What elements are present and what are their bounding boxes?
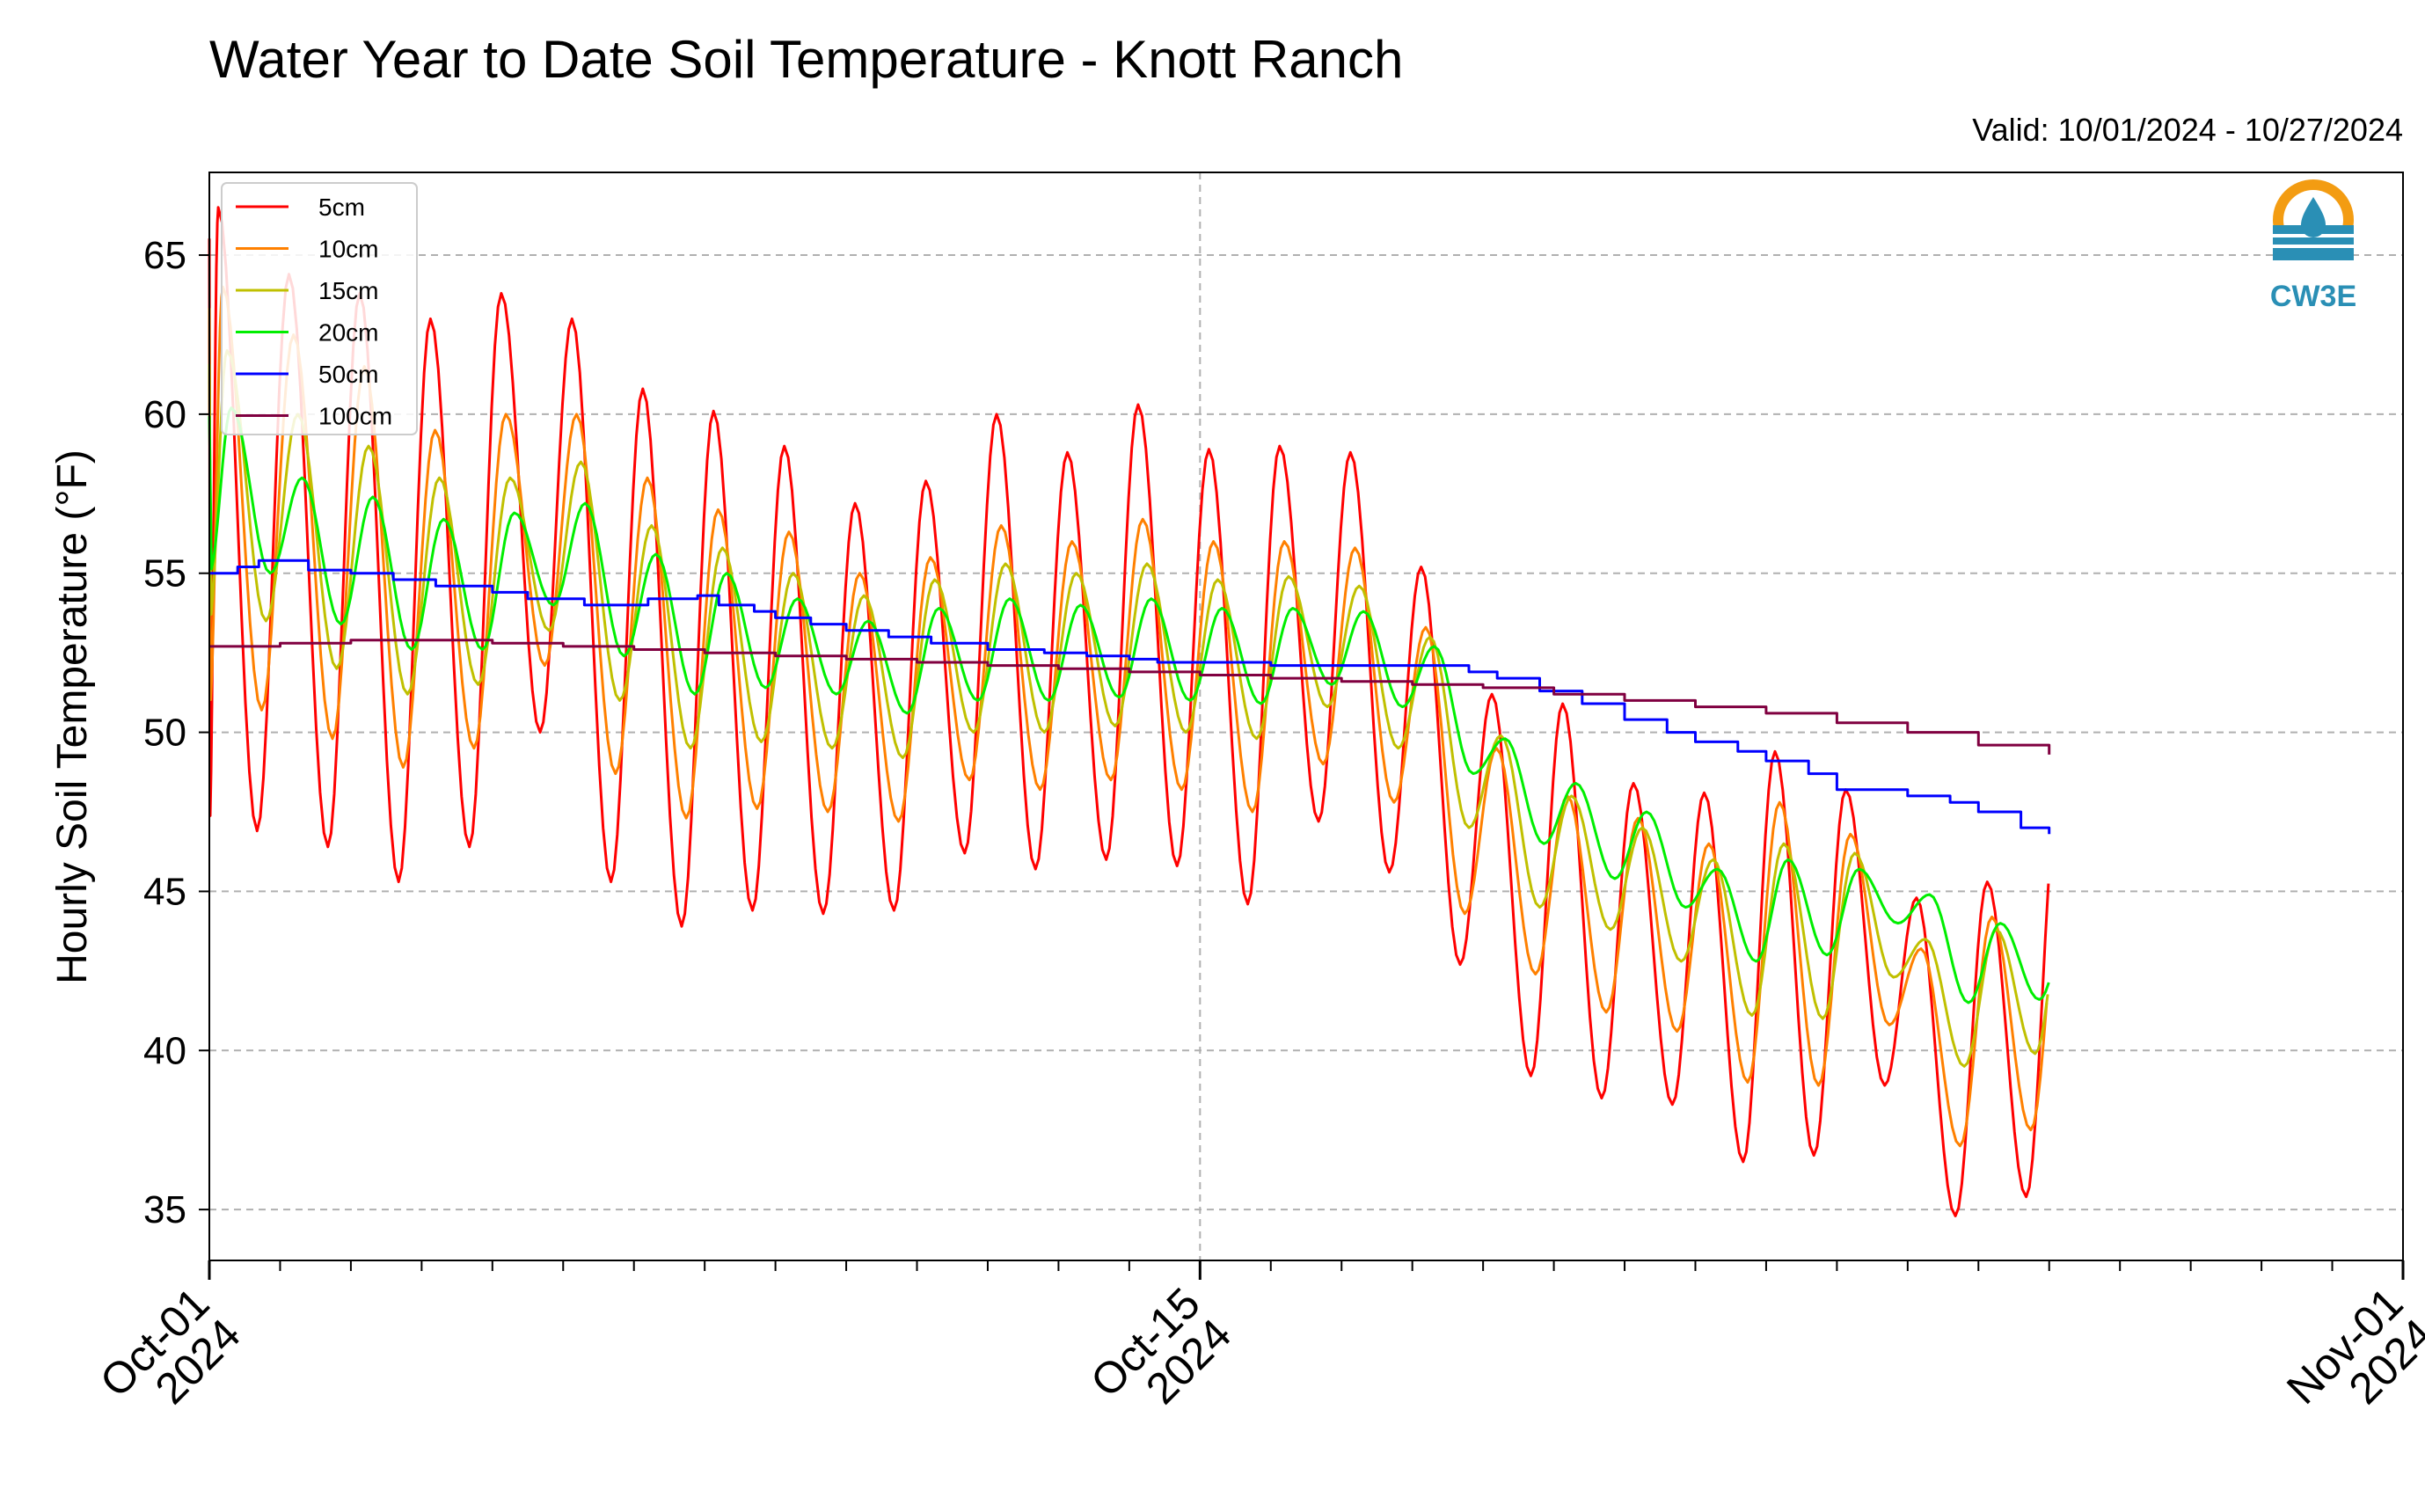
y-axis-label: Hourly Soil Temperature (°F) — [49, 449, 96, 984]
legend-label: 15cm — [318, 277, 378, 304]
y-tick-label: 40 — [143, 1029, 186, 1072]
y-axis: 35 40 45 50 55 60 65 — [143, 234, 209, 1231]
legend-box — [221, 182, 418, 435]
chart-title: Water Year to Date Soil Temperature - Kn… — [209, 30, 1403, 89]
water-drop-icon — [2301, 197, 2326, 237]
series-line-20cm — [208, 406, 2050, 1004]
logo-wave-gap-2 — [2273, 245, 2354, 248]
legend: 5cm 10cm 15cm 20cm 50cm 100cm — [221, 182, 418, 435]
series-line-100cm — [209, 639, 2051, 755]
legend-label: 20cm — [318, 319, 378, 347]
y-tick-label: 50 — [143, 712, 186, 755]
legend-label: 5cm — [318, 194, 365, 221]
legend-label: 10cm — [318, 236, 378, 263]
y-tick-label: 35 — [143, 1188, 186, 1231]
series-layer — [208, 206, 2051, 1217]
series-line-15cm — [208, 349, 2049, 1068]
cw3e-logo: CW3E — [2270, 179, 2356, 313]
gridlines — [209, 172, 2403, 1260]
series-line-10cm — [208, 285, 2049, 1148]
y-tick-label: 60 — [143, 393, 186, 436]
plot-frame — [208, 172, 2404, 1261]
y-tick-label: 65 — [143, 234, 186, 277]
chart-subtitle: Valid: 10/01/2024 - 10/27/2024 — [1972, 112, 2403, 148]
series-line-50cm — [209, 559, 2051, 835]
series-line-5cm — [208, 206, 2050, 1217]
y-tick-label: 55 — [143, 552, 186, 595]
logo-text: CW3E — [2270, 280, 2356, 313]
legend-label: 50cm — [318, 361, 378, 388]
y-tick-label: 45 — [143, 870, 186, 913]
legend-label: 100cm — [318, 403, 392, 430]
